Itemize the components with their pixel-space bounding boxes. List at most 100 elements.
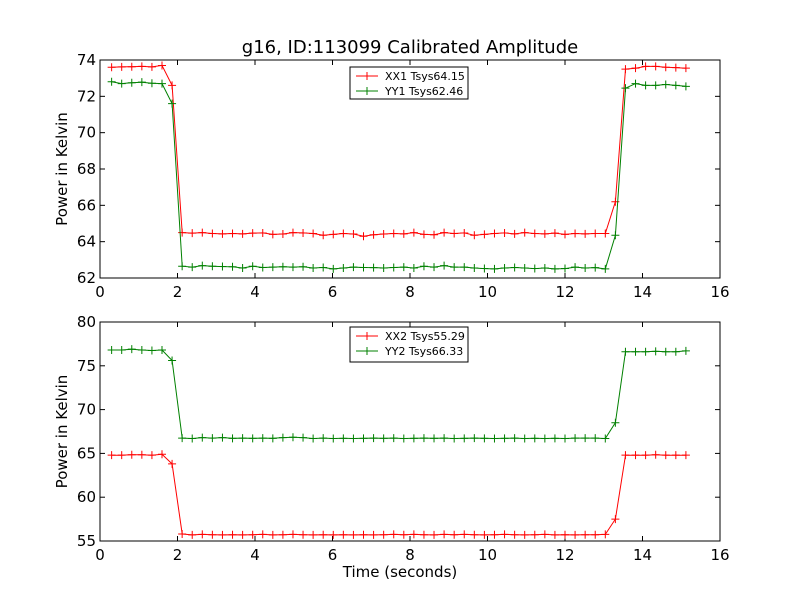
top-series-1-point xyxy=(661,63,670,72)
top-series-2-point xyxy=(601,264,610,273)
top-legend xyxy=(349,66,469,100)
bottom-series-2-point xyxy=(218,433,227,442)
bottom-series-1-point xyxy=(520,530,529,539)
bottom-series-1-point xyxy=(117,451,126,460)
top-series-2-point xyxy=(661,80,670,89)
top-series-2-point xyxy=(147,79,156,88)
top-series-1-point xyxy=(530,229,539,238)
bottom-series-2-point xyxy=(107,346,116,355)
bottom-series-2-point xyxy=(490,434,499,443)
bottom-series-1-point xyxy=(419,530,428,539)
top-x-tick-label: 10 xyxy=(478,283,497,301)
bottom-series-2-point xyxy=(561,434,569,443)
top-series-1-point xyxy=(188,229,197,238)
bottom-series-2-point xyxy=(158,346,166,355)
top-series-2-point xyxy=(379,264,388,273)
bottom-series-2-point xyxy=(379,434,388,443)
top-series-2-point xyxy=(238,264,247,273)
bottom-series-1-point xyxy=(480,530,489,539)
top-series-2-point xyxy=(117,79,126,88)
bottom-series-1-point xyxy=(581,530,590,539)
bottom-series-1-point xyxy=(319,530,328,539)
bottom-series-2-point xyxy=(581,434,590,443)
bottom-series-1-point xyxy=(540,530,549,539)
bottom-series-2-point xyxy=(571,434,580,443)
top-series-1-point xyxy=(379,230,388,239)
bottom-series-2-point xyxy=(550,434,559,443)
bottom-series-1-point xyxy=(379,530,388,539)
top-series-1-point xyxy=(581,229,590,238)
bottom-series-2-point xyxy=(651,347,660,356)
bottom-x-tick-label: 10 xyxy=(478,546,497,564)
bottom-series-1-point xyxy=(228,530,237,539)
bottom-x-tick-label: 4 xyxy=(250,546,260,564)
top-x-tick-label: 12 xyxy=(555,283,574,301)
top-series-1-point xyxy=(208,229,217,238)
top-x-tick-label: 4 xyxy=(250,283,260,301)
bottom-series-1-point xyxy=(591,530,600,539)
bottom-series-2-point xyxy=(510,434,519,443)
bottom-series-2-point xyxy=(238,434,247,443)
top-series-2-point xyxy=(278,262,287,271)
bottom-series-2-point xyxy=(480,434,489,443)
top-series-1-point xyxy=(419,230,428,239)
bottom-y-tick-label: 70 xyxy=(77,401,96,419)
top-series-2-point xyxy=(450,263,459,272)
top-series-1-point xyxy=(218,229,227,238)
top-series-2-point xyxy=(409,264,418,273)
top-series-1-point xyxy=(319,231,328,240)
bottom-series-1-point xyxy=(339,530,348,539)
top-series-1-point xyxy=(440,228,449,237)
bottom-series-1-point xyxy=(329,530,338,539)
bottom-series-2-point xyxy=(409,434,418,443)
bottom-series-1-point xyxy=(309,530,318,539)
bottom-legend-label: XX2 Tsys55.29 xyxy=(385,330,465,343)
bottom-series-1-point xyxy=(268,530,277,539)
top-series-1-point xyxy=(268,230,277,239)
bottom-series-2-point xyxy=(147,346,156,355)
bottom-series-2-point xyxy=(278,433,287,442)
bottom-series-1-point xyxy=(450,530,459,539)
top-y-tick-label: 74 xyxy=(77,51,96,69)
top-x-tick-label: 2 xyxy=(173,283,183,301)
top-series-2-point xyxy=(571,263,580,272)
top-series-2-point xyxy=(107,77,116,86)
bottom-series-1-point xyxy=(349,530,358,539)
bottom-series-1-point xyxy=(369,530,378,539)
top-series-2-point xyxy=(591,263,600,272)
top-series-2-point xyxy=(651,81,660,90)
top-series-2-point xyxy=(359,263,368,272)
top-series-1-point xyxy=(299,228,308,237)
bottom-series-1-point xyxy=(127,450,136,459)
bottom-series-2-point xyxy=(127,345,136,354)
bottom-series-2-point xyxy=(681,346,690,355)
top-series-2-point xyxy=(430,263,439,272)
bottom-series-1-point xyxy=(147,451,156,460)
top-x-tick-label: 14 xyxy=(633,283,652,301)
bottom-series-2-point xyxy=(399,434,408,443)
top-series-1-point xyxy=(349,230,358,239)
top-series-2-point xyxy=(288,263,297,272)
top-series-1-point xyxy=(369,230,378,239)
bottom-series-2-point xyxy=(470,434,479,443)
bottom-series-1-point xyxy=(470,530,479,539)
top-y-tick-label: 66 xyxy=(77,196,96,214)
bottom-y-tick-label: 80 xyxy=(77,313,96,331)
bottom-series-2-point xyxy=(137,346,146,355)
bottom-series-1-point xyxy=(460,530,469,539)
bottom-series-2-line xyxy=(111,348,686,440)
bottom-x-tick-label: 14 xyxy=(633,546,652,564)
top-series-2-point xyxy=(389,263,398,272)
top-series-2-point xyxy=(540,264,549,273)
bottom-series-2-point xyxy=(288,433,297,442)
bottom-series-2-point xyxy=(258,434,267,443)
top-series-1-point xyxy=(681,64,690,73)
top-series-2-point xyxy=(208,262,217,271)
bottom-series-1-point xyxy=(651,450,660,459)
top-series-2-point xyxy=(581,264,590,273)
bottom-x-axis-label: Time (seconds) xyxy=(342,563,458,581)
top-series-1-point xyxy=(107,63,116,72)
top-legend-marker xyxy=(363,87,371,95)
top-series-2-point xyxy=(490,264,499,273)
top-series-2-point xyxy=(530,264,539,273)
